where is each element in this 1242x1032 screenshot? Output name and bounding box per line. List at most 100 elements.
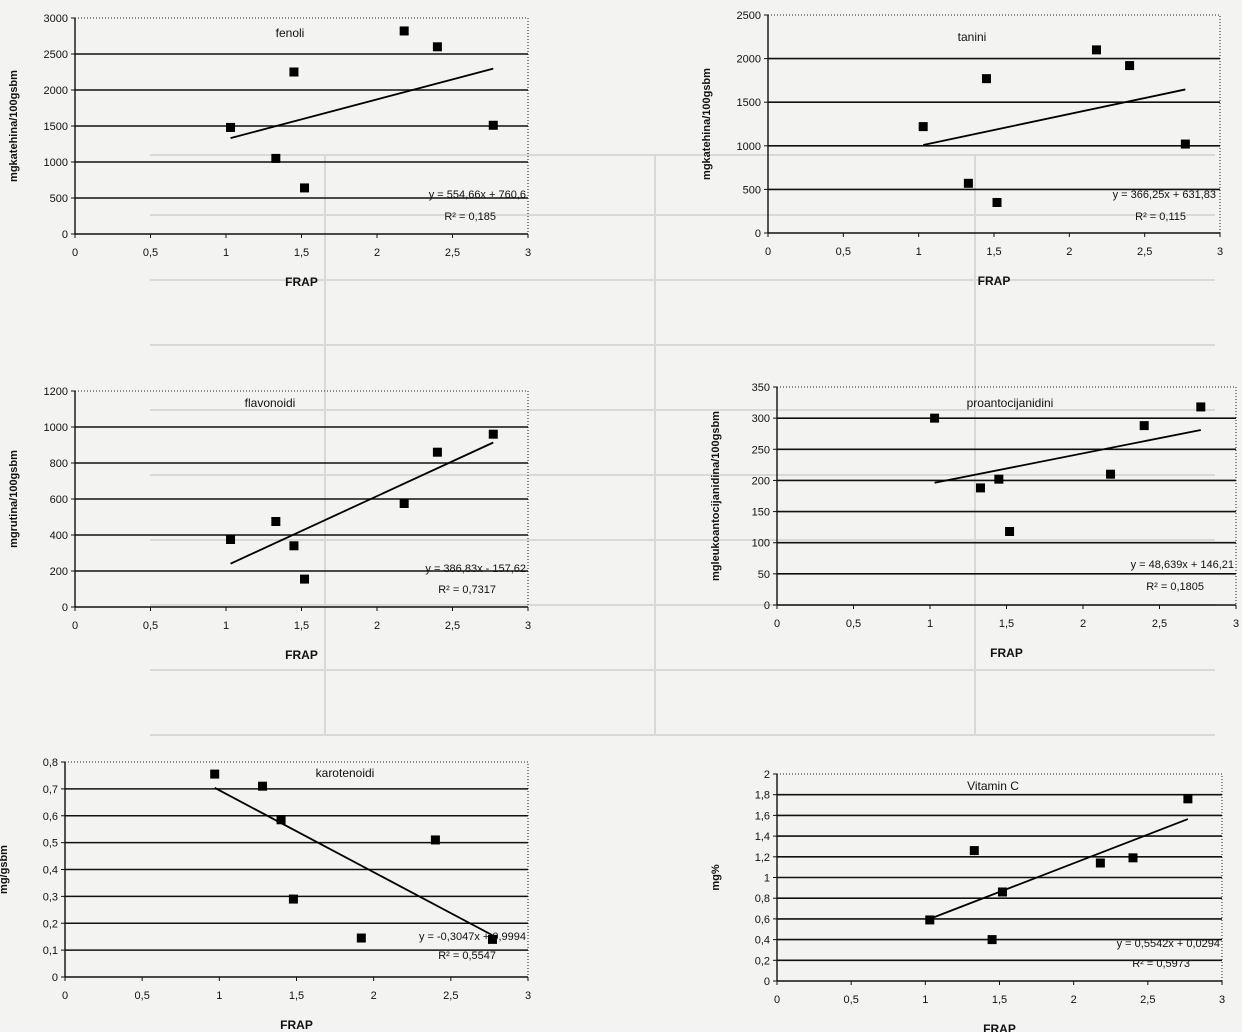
data-point [997, 887, 1007, 897]
y-tick-label: 0,3 [43, 891, 58, 903]
y-tick-label: 2500 [737, 10, 761, 22]
y-tick-label: 100 [752, 538, 770, 550]
x-tick-label: 0,5 [143, 247, 158, 259]
data-point [918, 122, 928, 132]
trend-equation: y = 48,639x + 146,21 [1131, 559, 1234, 571]
data-point [1139, 421, 1149, 431]
x-tick-label: 0 [72, 247, 78, 259]
data-point [1128, 853, 1138, 863]
x-tick-label: 3 [525, 247, 531, 259]
y-axis-title: mgkatehina/100gsbm [701, 68, 713, 180]
y-tick-label: 0,4 [43, 865, 58, 877]
chart-title: flavonoidi [245, 396, 296, 410]
data-point [969, 846, 979, 856]
y-tick-label: 200 [50, 566, 68, 578]
trendline [230, 67, 494, 139]
data-point [300, 574, 310, 584]
x-tick-label: 0 [765, 246, 771, 258]
y-axis-title: mg/gsbm [0, 845, 10, 894]
y-tick-label: 0,6 [755, 914, 770, 926]
data-point [210, 769, 220, 779]
y-tick-label: 0 [755, 228, 761, 240]
background-layer [150, 154, 1215, 736]
x-axis-title: FRAP [983, 1022, 1016, 1032]
x-tick-label: 3 [525, 620, 531, 632]
trendline [934, 429, 1201, 484]
data-point [488, 120, 498, 130]
x-tick-label: 0,5 [836, 246, 851, 258]
data-point [399, 26, 409, 36]
x-tick-label: 0 [774, 618, 780, 630]
data-point [432, 447, 442, 457]
y-tick-label: 1,8 [755, 790, 770, 802]
y-tick-label: 0,6 [43, 811, 58, 823]
data-point [1106, 469, 1116, 479]
trendline [929, 818, 1189, 920]
data-point [276, 815, 286, 825]
y-tick-label: 0 [764, 600, 770, 612]
y-tick-label: 1,2 [755, 852, 770, 864]
y-tick-label: 1000 [44, 157, 68, 169]
chart-5: 0 0,1 0,2 0,3 0,4 0,5 0,6 0,7 0,8 0 0,5 1 1,5 2 2,5 3 FR… [0, 757, 531, 1032]
y-tick-label: 150 [752, 507, 770, 519]
x-axis-title: FRAP [280, 1018, 313, 1032]
data-point [975, 483, 985, 493]
x-tick-label: 0 [774, 994, 780, 1006]
trendline [230, 441, 494, 565]
chart-title: fenoli [276, 26, 305, 40]
x-axis-title: FRAP [990, 646, 1023, 660]
data-point [226, 535, 236, 544]
data-point [430, 835, 440, 845]
y-tick-label: 0,7 [43, 784, 58, 796]
x-tick-label: 2 [371, 990, 377, 1002]
data-point [271, 153, 281, 163]
y-tick-label: 600 [50, 494, 68, 506]
chart-title: tanini [958, 30, 987, 44]
data-point [488, 934, 498, 944]
y-tick-label: 2 [764, 769, 770, 781]
y-tick-label: 0,8 [43, 757, 58, 769]
x-axis-title: FRAP [978, 274, 1011, 288]
y-tick-label: 0,4 [755, 935, 770, 947]
r-squared: R² = 0,1805 [1146, 581, 1204, 593]
x-tick-label: 1 [916, 246, 922, 258]
x-tick-label: 1 [223, 247, 229, 259]
y-tick-label: 1200 [44, 386, 68, 398]
y-tick-label: 0,2 [755, 955, 770, 967]
r-squared: R² = 0,5547 [438, 950, 496, 962]
data-point [356, 933, 366, 943]
data-point [981, 74, 991, 84]
y-tick-label: 1000 [44, 422, 68, 434]
y-tick-label: 300 [752, 413, 770, 425]
y-axis-title: mgleukoantocijanidina/100gsbm [710, 411, 722, 581]
y-tick-label: 0 [62, 602, 68, 614]
trend-equation: y = 554,66x + 760,6 [429, 189, 526, 201]
x-tick-label: 3 [1219, 994, 1225, 1006]
x-tick-label: 0 [72, 620, 78, 632]
data-point [987, 935, 997, 945]
x-tick-label: 1,5 [294, 247, 309, 259]
chart-3: 0 200 400 600 800 1000 1200 0 0,5 1 1,5 2 2,5 3 FRAP mg… [8, 386, 531, 662]
y-tick-label: 0,8 [755, 893, 770, 905]
y-tick-label: 0 [62, 229, 68, 241]
y-tick-label: 3000 [44, 13, 68, 25]
y-tick-label: 350 [752, 382, 770, 394]
plot-border [776, 386, 1237, 606]
y-tick-label: 2500 [44, 49, 68, 61]
trend-equation: y = 386,83x - 157,62 [425, 563, 526, 575]
x-tick-label: 1,5 [294, 620, 309, 632]
x-tick-label: 0 [62, 990, 68, 1002]
data-point [289, 541, 299, 551]
x-tick-label: 2,5 [1140, 994, 1155, 1006]
trend-equation: y = -0,3047x + 0,9994 [419, 931, 526, 943]
y-tick-label: 1000 [737, 141, 761, 153]
data-point [258, 781, 268, 791]
x-axis-title: FRAP [285, 648, 318, 662]
y-tick-label: 0,1 [43, 945, 58, 957]
data-point [1183, 794, 1193, 804]
x-tick-label: 3 [525, 990, 531, 1002]
y-tick-label: 0 [764, 976, 770, 988]
y-axis-title: mg% [710, 864, 722, 891]
